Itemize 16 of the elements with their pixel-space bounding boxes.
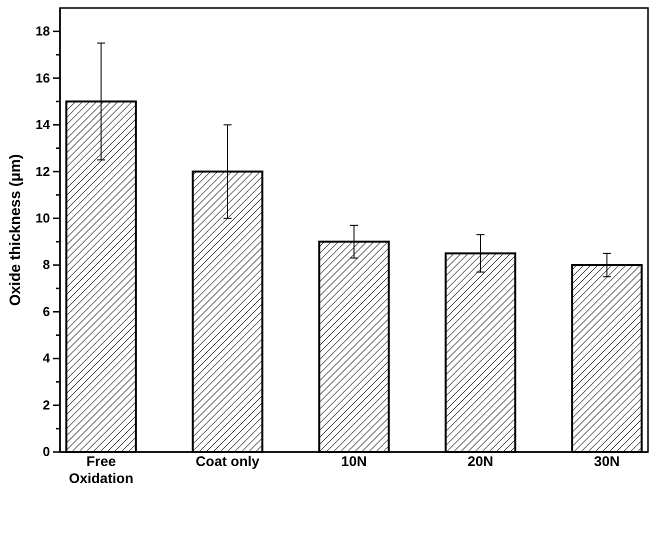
- y-tick-label: 0: [42, 444, 50, 460]
- x-tick-label: 30N: [594, 453, 620, 470]
- y-tick-label: 4: [42, 350, 51, 366]
- y-tick-label: 12: [36, 164, 50, 179]
- x-tick-label: Free Oxidation: [68, 453, 134, 486]
- y-tick-label: 2: [42, 397, 50, 412]
- x-tick-label: 10N: [341, 453, 367, 470]
- y-tick-label: 10: [36, 210, 50, 226]
- y-tick-label: 6: [42, 304, 50, 319]
- y-tick-label: 14: [36, 117, 51, 132]
- y-tick-label: 18: [36, 24, 50, 39]
- y-tick-label: 8: [42, 257, 50, 272]
- y-tick-label: 16: [36, 70, 50, 86]
- x-tick-label: 20N: [468, 453, 494, 470]
- x-tick-label: Coat only: [196, 453, 260, 470]
- y-axis-title: Oxide thickness (μm): [7, 154, 24, 306]
